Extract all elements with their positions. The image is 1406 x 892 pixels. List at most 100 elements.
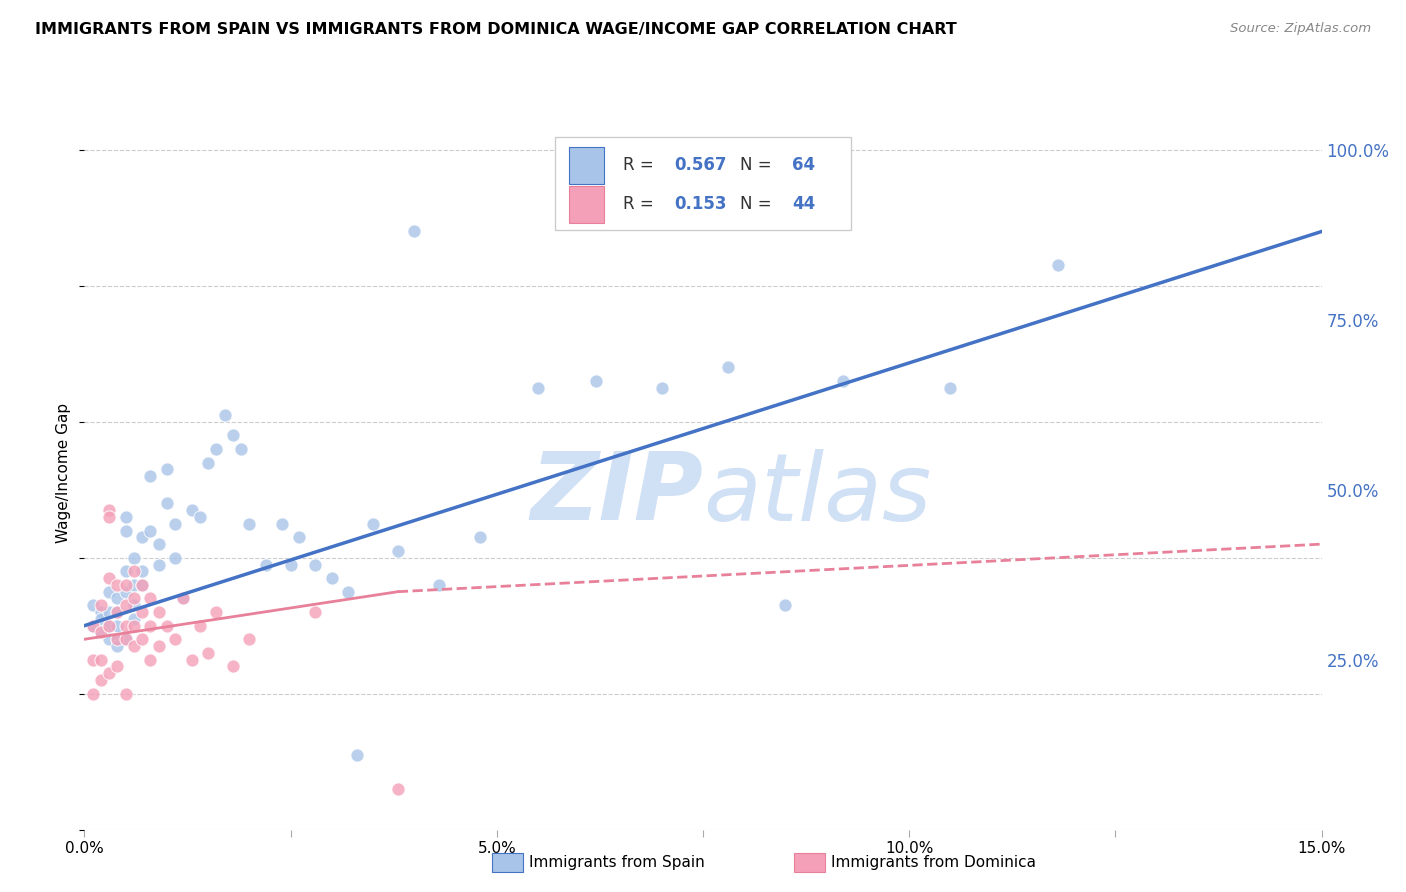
Point — [98, 605, 121, 619]
Point — [114, 510, 136, 524]
Point — [122, 564, 145, 578]
Point — [131, 564, 153, 578]
Point — [337, 584, 360, 599]
Text: N =: N = — [740, 156, 778, 174]
Point — [280, 558, 302, 572]
Point — [346, 747, 368, 762]
Point — [304, 605, 326, 619]
Point — [98, 584, 121, 599]
Point — [214, 408, 236, 422]
Point — [98, 618, 121, 632]
Point — [98, 666, 121, 681]
Point — [122, 578, 145, 592]
Point — [527, 381, 550, 395]
Point — [90, 612, 112, 626]
Point — [188, 510, 211, 524]
Point — [939, 381, 962, 395]
Text: Immigrants from Spain: Immigrants from Spain — [529, 855, 704, 870]
Point — [404, 225, 426, 239]
Point — [122, 618, 145, 632]
Point — [172, 591, 194, 606]
Point — [114, 687, 136, 701]
Point — [238, 632, 260, 647]
Point — [197, 646, 219, 660]
Point — [82, 687, 104, 701]
Point — [387, 781, 409, 796]
Text: N =: N = — [740, 195, 778, 213]
Point — [90, 625, 112, 640]
Point — [222, 659, 245, 673]
Text: ZIP: ZIP — [530, 448, 703, 541]
Point — [114, 564, 136, 578]
Point — [98, 571, 121, 585]
Point — [165, 550, 187, 565]
Point — [82, 618, 104, 632]
Point — [114, 618, 136, 632]
Point — [156, 462, 179, 476]
Point — [90, 625, 112, 640]
Point — [156, 618, 179, 632]
Point — [90, 599, 112, 613]
Point — [148, 605, 170, 619]
Point — [98, 510, 121, 524]
Text: R =: R = — [623, 156, 658, 174]
Point — [254, 558, 277, 572]
Text: R =: R = — [623, 195, 658, 213]
Point — [222, 428, 245, 442]
Point — [180, 653, 202, 667]
Point — [105, 639, 128, 653]
Point — [105, 605, 128, 619]
Point — [165, 632, 187, 647]
Point — [188, 618, 211, 632]
Text: Source: ZipAtlas.com: Source: ZipAtlas.com — [1230, 22, 1371, 36]
Point — [832, 374, 855, 388]
Point — [122, 612, 145, 626]
Text: 64: 64 — [792, 156, 815, 174]
Point — [98, 503, 121, 517]
Point — [180, 503, 202, 517]
Point — [1046, 259, 1069, 273]
Point — [288, 530, 311, 544]
Point — [105, 605, 128, 619]
Point — [131, 578, 153, 592]
Point — [98, 618, 121, 632]
Point — [165, 516, 187, 531]
Point — [82, 618, 104, 632]
Point — [238, 516, 260, 531]
Point — [98, 632, 121, 647]
Point — [82, 599, 104, 613]
Point — [229, 442, 252, 456]
Point — [205, 442, 228, 456]
Point — [114, 599, 136, 613]
Point — [470, 530, 492, 544]
Point — [105, 618, 128, 632]
Point — [122, 639, 145, 653]
Point — [427, 578, 450, 592]
Point — [114, 632, 136, 647]
Text: 44: 44 — [792, 195, 815, 213]
Point — [775, 599, 797, 613]
Point — [114, 632, 136, 647]
Point — [122, 599, 145, 613]
Text: Immigrants from Dominica: Immigrants from Dominica — [831, 855, 1036, 870]
Point — [105, 591, 128, 606]
Point — [82, 653, 104, 667]
Point — [114, 578, 136, 592]
Point — [156, 496, 179, 510]
FancyBboxPatch shape — [554, 137, 852, 230]
Point — [105, 659, 128, 673]
Point — [717, 360, 740, 375]
Point — [197, 456, 219, 470]
Point — [139, 524, 162, 538]
Point — [139, 591, 162, 606]
Point — [131, 632, 153, 647]
Point — [304, 558, 326, 572]
Point — [139, 653, 162, 667]
Point — [90, 605, 112, 619]
Y-axis label: Wage/Income Gap: Wage/Income Gap — [56, 402, 72, 543]
Point — [172, 591, 194, 606]
Point — [131, 530, 153, 544]
Point — [271, 516, 294, 531]
Point — [122, 550, 145, 565]
Point — [361, 516, 384, 531]
